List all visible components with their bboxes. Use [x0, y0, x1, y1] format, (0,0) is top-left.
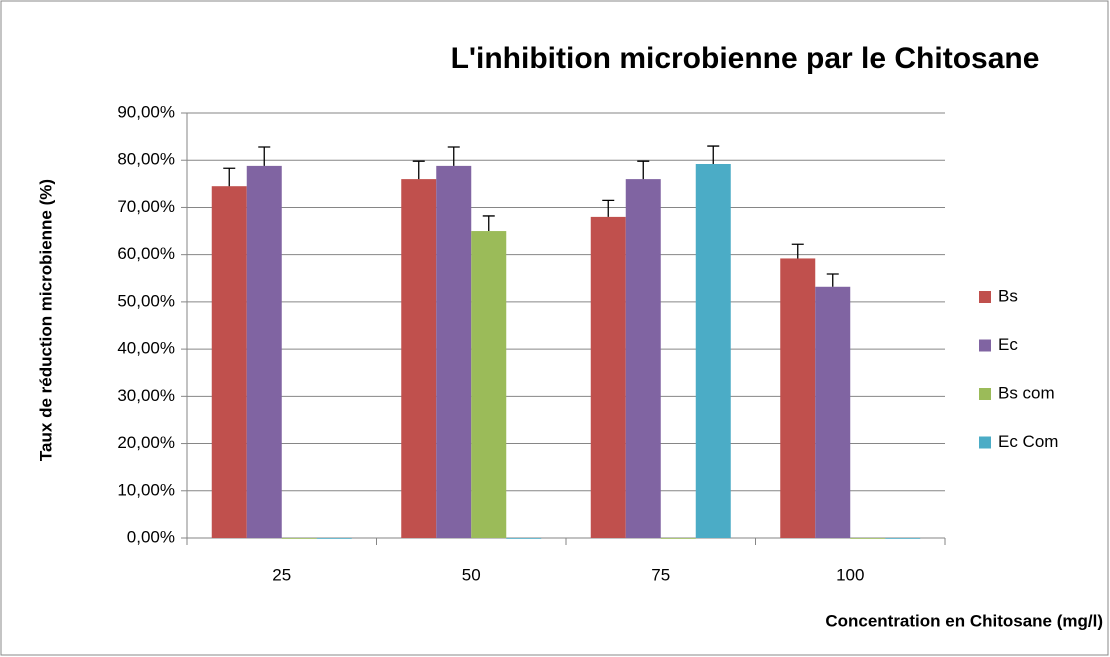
error-bar: [791, 243, 804, 259]
y-tick-label: 20,00%: [117, 433, 175, 452]
bar: [815, 286, 851, 538]
bar: [316, 538, 352, 539]
bar: [471, 231, 507, 539]
bar: [401, 179, 437, 538]
bar: [211, 186, 247, 538]
legend-label: Bs com: [998, 383, 1055, 402]
y-tick-label: 30,00%: [117, 386, 175, 405]
bar: [625, 179, 661, 538]
bar: [281, 538, 317, 539]
legend-swatch: [979, 291, 991, 303]
y-tick-label: 50,00%: [117, 291, 175, 310]
x-tick-label: 75: [651, 565, 670, 584]
y-tick-label: 0,00%: [127, 527, 175, 546]
y-tick-label: 70,00%: [117, 197, 175, 216]
error-bar: [707, 145, 720, 164]
y-tick-label: 80,00%: [117, 150, 175, 169]
x-tick-label: 50: [462, 565, 481, 584]
error-bar: [223, 167, 236, 187]
x-tick-label: 100: [836, 565, 864, 584]
y-tick-label: 90,00%: [117, 102, 175, 121]
chart-title: L'inhibition microbienne par le Chitosan…: [451, 42, 1040, 75]
bar: [850, 538, 886, 539]
legend-swatch: [979, 339, 991, 352]
x-tick-label: 25: [272, 565, 291, 584]
error-bar: [826, 273, 839, 287]
y-tick-label: 10,00%: [117, 480, 175, 499]
error-bar: [637, 160, 650, 180]
error-bar: [602, 199, 615, 217]
legend-label: Bs: [998, 286, 1018, 305]
error-bar: [412, 160, 425, 180]
bar: [506, 538, 542, 539]
legend-swatch: [979, 388, 991, 400]
bar: [246, 165, 282, 538]
legend-label: Ec: [998, 335, 1018, 354]
error-bar: [447, 146, 460, 166]
error-bar: [482, 215, 495, 232]
bar: [660, 538, 696, 539]
error-bar: [258, 146, 271, 166]
y-tick-label: 40,00%: [117, 339, 175, 358]
y-tick-label: 60,00%: [117, 244, 175, 263]
bar: [780, 258, 816, 538]
bar: [885, 538, 921, 539]
x-axis-label: Concentration en Chitosane (mg/l): [825, 611, 1103, 630]
y-axis-label: Taux de réduction microbienne (%): [36, 179, 55, 461]
bar: [695, 164, 731, 538]
bar: [590, 216, 626, 538]
legend-swatch: [979, 436, 991, 449]
bar: [436, 165, 472, 538]
legend-label: Ec Com: [998, 432, 1058, 451]
